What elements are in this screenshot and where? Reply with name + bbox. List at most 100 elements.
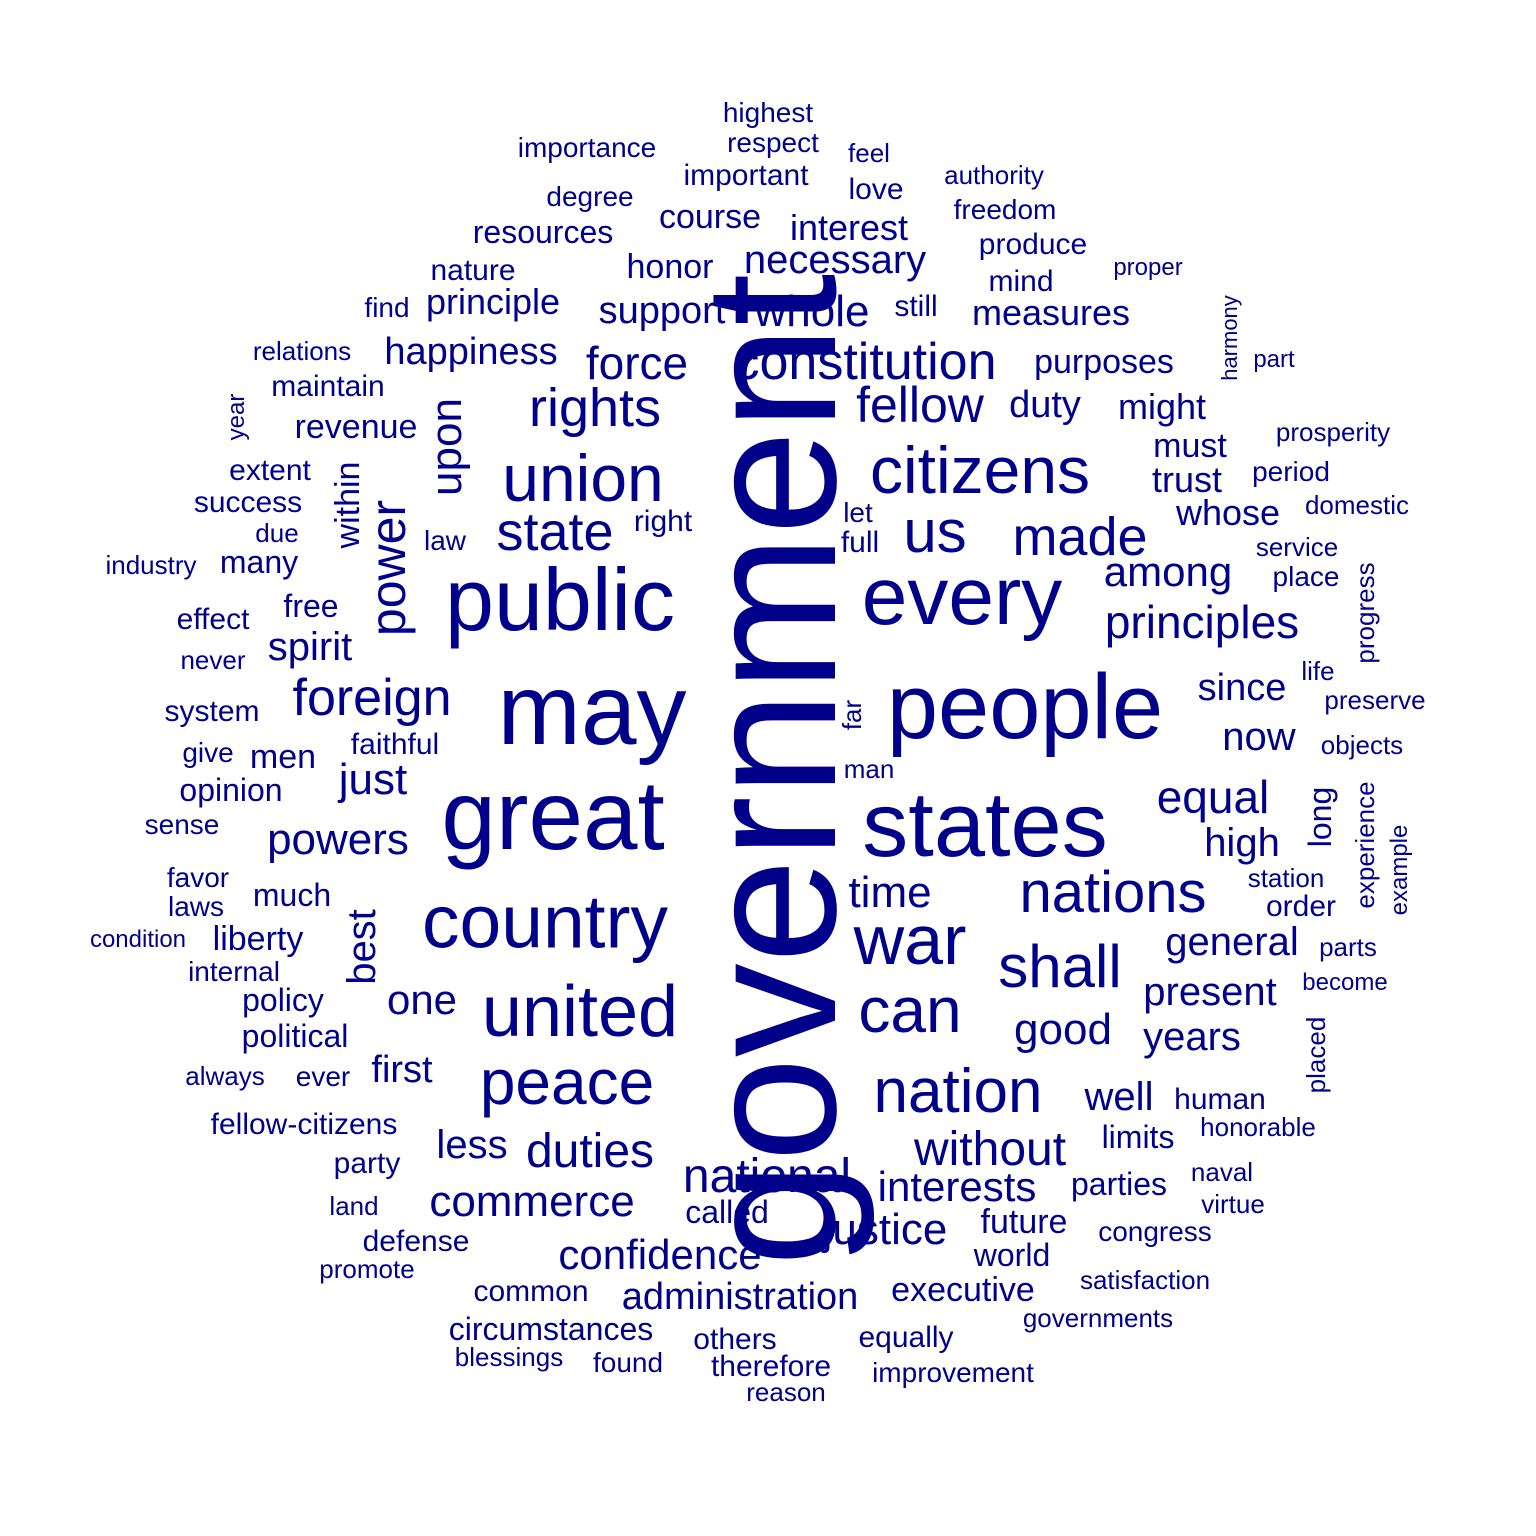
word-government: government	[665, 273, 875, 1267]
word-period: period	[1252, 456, 1330, 487]
word-promote: promote	[319, 1254, 415, 1284]
word-principles: principles	[1104, 596, 1300, 648]
word-satisfaction: satisfaction	[1079, 1265, 1211, 1295]
word-duty: duty	[1009, 384, 1081, 426]
word-without: without	[913, 1123, 1067, 1176]
word-let: let	[843, 497, 873, 528]
word-opinion: opinion	[179, 772, 283, 808]
word-favor: favor	[166, 862, 230, 893]
word-among: among	[1103, 548, 1233, 595]
word-progress: progress	[1350, 562, 1380, 664]
word-preserve: preserve	[1324, 685, 1426, 715]
word-give: give	[182, 737, 234, 768]
word-great: great	[441, 760, 665, 870]
word-part: part	[1253, 346, 1295, 373]
word-full: full	[840, 526, 880, 559]
word-importance: importance	[517, 132, 657, 163]
word-course: course	[658, 198, 762, 236]
word-power: power	[360, 499, 416, 637]
word-placed: placed	[1301, 1016, 1331, 1094]
word-domestic: domestic	[1304, 490, 1410, 520]
word-faithful: faithful	[350, 728, 440, 761]
word-policy: policy	[242, 982, 324, 1018]
word-state: state	[496, 502, 614, 562]
word-naval: naval	[1190, 1157, 1254, 1187]
word-parties: parties	[1070, 1166, 1168, 1202]
word-peace: peace	[479, 1046, 655, 1118]
word-life: life	[1301, 656, 1335, 686]
word-degree: degree	[546, 181, 634, 212]
word-maintain: maintain	[271, 370, 385, 403]
word-foreign: foreign	[292, 669, 452, 727]
word-powers: powers	[267, 815, 409, 864]
word-citizens: citizens	[869, 433, 1091, 507]
word-years: years	[1143, 1015, 1241, 1059]
word-law: law	[423, 525, 467, 556]
word-effect: effect	[176, 603, 250, 636]
word-much: much	[252, 877, 332, 913]
word-duties: duties	[525, 1125, 655, 1178]
word-measures: measures	[971, 292, 1131, 333]
word-less: less	[436, 1123, 508, 1167]
word-service: service	[1255, 532, 1339, 562]
word-principle: principle	[425, 281, 561, 322]
word-made: made	[1012, 507, 1148, 567]
word-well: well	[1084, 1075, 1154, 1119]
word-war: war	[853, 901, 967, 979]
word-commerce: commerce	[429, 1177, 635, 1226]
word-experience: experience	[1350, 781, 1380, 909]
word-now: now	[1222, 715, 1296, 759]
word-shall: shall	[998, 933, 1122, 1000]
word-states: states	[862, 774, 1108, 876]
word-blessings: blessings	[454, 1342, 564, 1372]
word-might: might	[1117, 386, 1207, 427]
word-defense: defense	[362, 1225, 470, 1258]
word-can: can	[858, 974, 962, 1046]
word-industry: industry	[105, 550, 197, 580]
word-therefore: therefore	[710, 1350, 832, 1383]
word-called: called	[685, 1194, 769, 1230]
word-executive: executive	[891, 1271, 1035, 1309]
word-happiness: happiness	[384, 331, 558, 373]
word-first: first	[371, 1049, 433, 1091]
word-example: example	[1386, 824, 1413, 916]
word-future: future	[980, 1203, 1068, 1241]
word-honor: honor	[626, 248, 714, 286]
word-honorable: honorable	[1200, 1112, 1316, 1142]
word-authority: authority	[944, 160, 1044, 190]
word-time: time	[848, 868, 932, 917]
word-never: never	[180, 645, 246, 675]
word-support: support	[598, 290, 726, 332]
word-human: human	[1174, 1083, 1266, 1116]
word-still: still	[894, 290, 938, 323]
word-nature: nature	[430, 254, 516, 287]
word-national: national	[682, 1150, 852, 1203]
word-just: just	[338, 755, 408, 804]
word-ever: ever	[295, 1061, 351, 1092]
word-one: one	[386, 976, 458, 1023]
word-equal: equal	[1156, 771, 1270, 823]
word-world: world	[973, 1237, 1051, 1273]
word-station: station	[1247, 863, 1325, 893]
word-present: present	[1143, 970, 1277, 1014]
word-objects: objects	[1320, 730, 1404, 760]
word-general: general	[1165, 920, 1299, 964]
word-liberty: liberty	[212, 920, 304, 958]
word-must: must	[1153, 427, 1227, 465]
word-force: force	[585, 337, 689, 389]
word-year: year	[223, 393, 250, 441]
word-highest: highest	[722, 97, 814, 128]
word-high: high	[1204, 821, 1280, 865]
word-success: success	[193, 486, 303, 519]
word-found: found	[592, 1347, 664, 1378]
word-many: many	[219, 544, 299, 580]
word-since: since	[1197, 667, 1287, 709]
word-system: system	[164, 695, 260, 728]
word-purposes: purposes	[1034, 343, 1174, 381]
word-whose: whose	[1175, 492, 1281, 533]
word-important: important	[683, 159, 809, 192]
word-improvement: improvement	[872, 1357, 1034, 1388]
word-fellow: fellow	[856, 377, 984, 433]
word-best: best	[340, 909, 384, 985]
word-reason: reason	[746, 1377, 826, 1407]
